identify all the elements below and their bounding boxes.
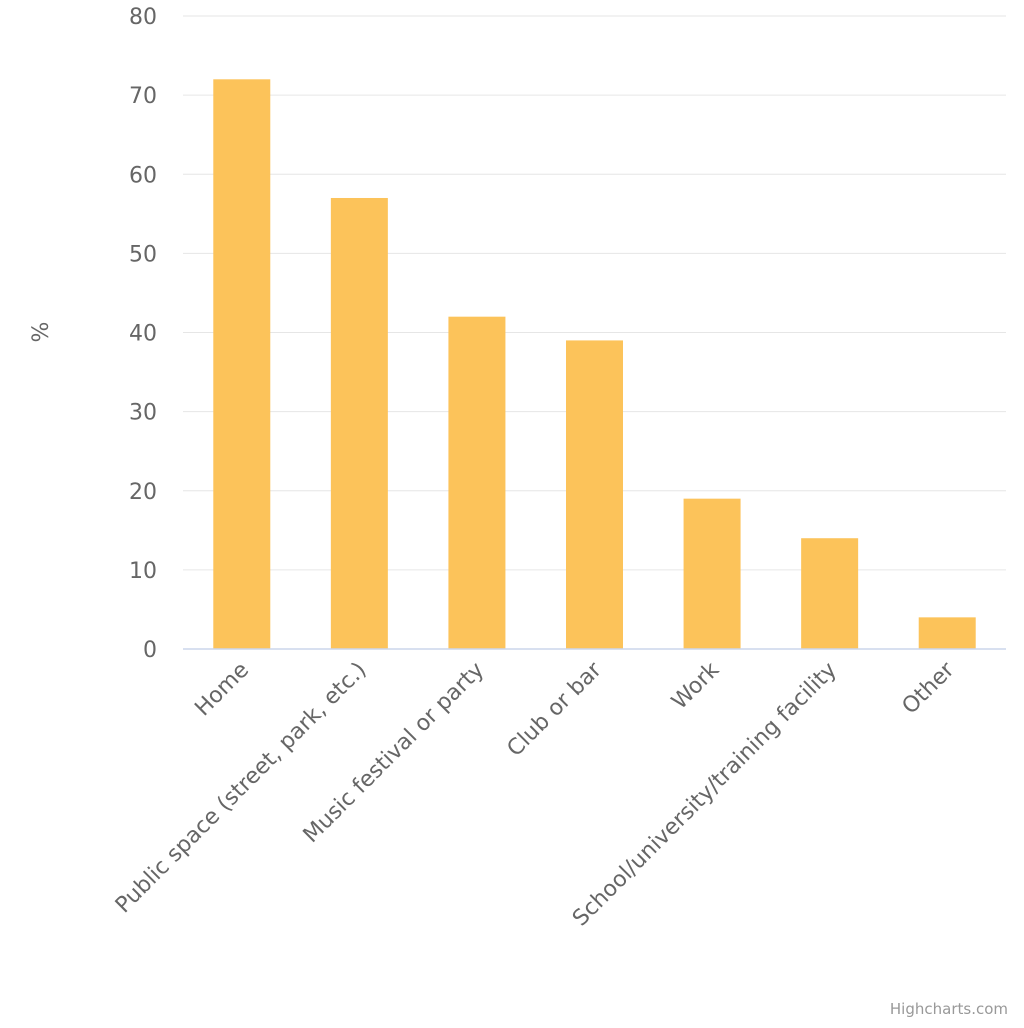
y-tick-label: 10: [129, 559, 157, 584]
bar[interactable]: [918, 617, 976, 649]
x-tick-label: Work: [667, 657, 724, 714]
x-tick-label: Other: [898, 657, 961, 720]
y-tick-label: 70: [129, 84, 157, 109]
y-tick-label: 0: [143, 638, 157, 663]
credits-link[interactable]: Highcharts.com: [889, 1000, 1008, 1018]
y-tick-label: 20: [129, 480, 157, 505]
x-tick-label: Club or bar: [503, 657, 608, 762]
y-tick-label: 60: [129, 163, 157, 188]
x-tick-label: Public space (street, park, etc.): [111, 658, 372, 919]
y-axis-label: %: [29, 322, 54, 343]
bar[interactable]: [330, 197, 388, 650]
bar[interactable]: [448, 316, 506, 649]
bars: [213, 79, 976, 650]
y-tick-label: 40: [129, 322, 157, 347]
bar[interactable]: [683, 498, 741, 649]
x-tick-label: School/university/training facility: [568, 658, 842, 932]
bar[interactable]: [213, 79, 271, 650]
y-tick-label: 50: [129, 242, 157, 267]
y-tick-label: 30: [129, 401, 157, 426]
x-tick-label: Home: [190, 658, 254, 722]
y-tick-label: 80: [129, 5, 157, 30]
bar[interactable]: [801, 538, 859, 649]
bar[interactable]: [566, 340, 623, 649]
y-axis-ticks: 0 10 20 30 40 50 60 70 80: [129, 5, 157, 663]
